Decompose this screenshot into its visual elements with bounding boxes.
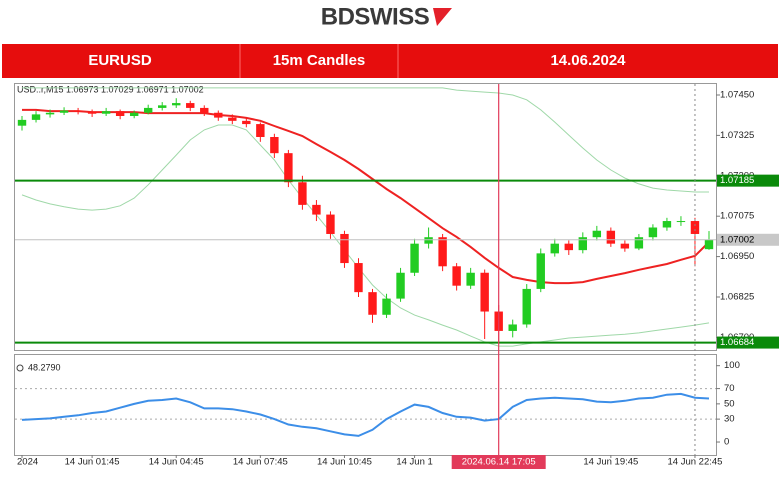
candle-body: [340, 233, 349, 264]
candle-body: [172, 103, 181, 106]
candle-body: [676, 221, 686, 223]
y-tick-label: 1.06825: [720, 292, 754, 303]
candle-body: [592, 230, 602, 238]
candle-body: [508, 324, 517, 331]
candle-body: [270, 137, 279, 154]
candle-body: [606, 230, 616, 244]
banner-timeframe: 15m Candles: [273, 52, 366, 69]
candle-body: [143, 107, 153, 113]
indicator-line: [21, 124, 710, 347]
rsi-tick-label: 0: [724, 437, 729, 448]
candle-body: [256, 124, 265, 138]
rsi-icon: [16, 364, 24, 372]
x-tick-label: 14 Jun 22:45: [668, 457, 723, 468]
rsi-tick-label: 30: [724, 414, 735, 425]
rsi-tick-label: 70: [724, 383, 735, 394]
logo-arrow: [433, 8, 452, 26]
candle-body: [45, 112, 55, 115]
candle-body: [368, 292, 377, 315]
candle-body: [298, 182, 307, 205]
candle-body: [620, 243, 630, 249]
candle-body: [158, 105, 167, 108]
candle-body: [186, 103, 195, 108]
rsi-line: [21, 392, 710, 437]
candle-body: [410, 243, 419, 273]
logo: BDSWISS: [321, 3, 452, 30]
candle-body: [115, 111, 125, 116]
candle-body: [214, 112, 223, 118]
rsi-tick-label: 50: [724, 398, 735, 409]
candle-body: [312, 204, 321, 215]
indicator-line: [22, 108, 710, 285]
banner: [2, 44, 778, 78]
candle-body: [31, 114, 41, 120]
candle-body: [396, 272, 405, 299]
candle-body: [326, 214, 335, 234]
candle-body: [522, 288, 531, 325]
symbol-info: USD..r,M15 1.06973 1.07029 1.06971 1.070…: [17, 84, 204, 94]
candle-body: [634, 237, 644, 249]
candle-body: [480, 272, 489, 312]
candle-body: [17, 119, 27, 126]
candle-body: [438, 237, 447, 267]
y-tick-label: 1.07325: [720, 130, 754, 141]
candle-body: [690, 221, 700, 234]
candle-body: [73, 110, 83, 112]
level-label-box: [717, 233, 779, 246]
candle-body: [354, 263, 363, 293]
candle-body: [704, 239, 714, 250]
x-tick-label: 14 Jun 04:45: [149, 457, 204, 468]
x-tick-label: 2024: [17, 457, 38, 468]
y-tick-label: 1.06950: [720, 251, 754, 262]
candle-body: [59, 110, 69, 113]
rsi-tick-label: 100: [724, 360, 740, 371]
x-tick-label: 14 Jun 10:45: [317, 457, 372, 468]
candle-body: [284, 153, 293, 183]
banner-date: 14.06.2024: [550, 52, 626, 69]
candle-body: [466, 272, 475, 286]
crosshair-label-box: [451, 455, 546, 469]
level-label: 1.06684: [720, 337, 754, 348]
main-panel: [14, 83, 717, 351]
banner-symbol: EURUSD: [88, 52, 152, 69]
rsi-panel: [14, 354, 717, 456]
crosshair-label: 2024.06.14 17:05: [462, 457, 536, 468]
level-label-box: [717, 336, 779, 349]
candle-body: [564, 243, 573, 251]
x-tick-label: 14 Jun 19:45: [583, 457, 638, 468]
candle-body: [648, 227, 658, 238]
candle-body: [662, 221, 672, 228]
candle-body: [200, 107, 209, 113]
level-label: 1.07185: [720, 175, 754, 186]
logo-text: BDSWISS: [321, 3, 430, 30]
x-tick-label: 14 Jun 1: [396, 457, 432, 468]
rsi-value: 48.2790: [28, 362, 61, 372]
candle-body: [578, 237, 588, 251]
level-label-box: [717, 174, 779, 187]
candle-body: [228, 117, 237, 121]
candle-body: [424, 237, 433, 244]
indicator-line: [22, 87, 709, 193]
x-tick-label: 14 Jun 01:45: [65, 457, 120, 468]
candle-body: [242, 120, 251, 125]
x-tick-label: 14 Jun 07:45: [233, 457, 288, 468]
candle-body: [550, 243, 559, 254]
y-tick-label: 1.07450: [720, 90, 754, 101]
candle-body: [101, 111, 111, 114]
candle-body: [452, 266, 461, 286]
candle-body: [536, 253, 545, 289]
candle-body: [87, 111, 97, 114]
y-tick-label: 1.07075: [720, 211, 754, 222]
candle-body: [382, 298, 391, 315]
candle-body: [129, 112, 139, 116]
level-label: 1.07002: [720, 234, 754, 245]
